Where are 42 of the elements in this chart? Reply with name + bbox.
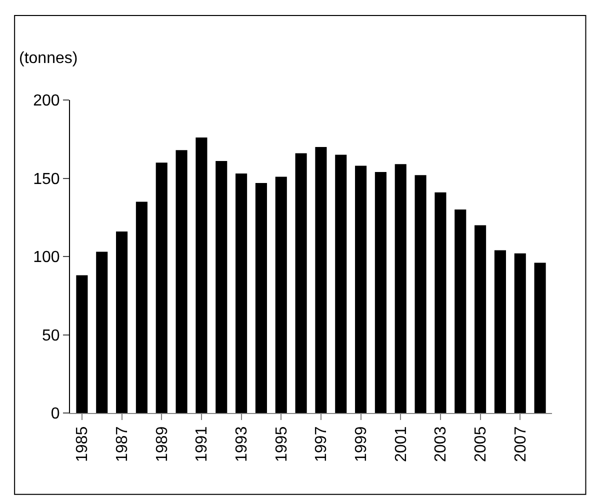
bar [315,146,327,413]
x-tick-label: 1989 [154,426,171,462]
x-tick-label: 1997 [313,426,330,462]
bar [534,262,546,413]
x-tick-label: 2007 [512,426,530,462]
bar [374,172,386,413]
y-tick-label: 0 [50,406,60,423]
x-tick-label: 1985 [74,426,92,462]
bar [116,231,128,413]
bar [136,202,148,413]
bar [176,150,188,413]
bar [96,252,108,413]
bar [355,166,367,413]
bar [156,162,168,413]
x-tick-label: 2001 [392,426,410,462]
y-tick-label: 100 [33,249,60,266]
x-tick-label: 1993 [233,426,250,462]
bar [76,275,88,413]
y-tick-label: 150 [33,170,60,188]
x-tick-label: 2003 [432,426,450,462]
x-tick-label: 1999 [352,426,370,462]
bar [434,192,446,413]
bar [216,161,228,413]
x-tick-label: 1991 [194,426,211,462]
x-tick-label: 2005 [472,426,490,462]
bar [494,250,506,413]
bar [295,153,307,413]
bar [394,164,406,413]
bar [196,138,208,413]
bar [335,154,347,413]
y-tick-label: 200 [33,92,60,110]
bar [255,182,267,413]
bar [275,176,287,413]
bar [514,253,526,413]
y-axis-title: (tonnes) [19,50,78,67]
bar [236,174,248,413]
bar [414,175,426,413]
bar [474,225,486,413]
x-tick-label: 1987 [114,426,131,462]
bar [454,210,466,413]
x-tick-label: 1995 [273,426,290,462]
y-tick-label: 50 [42,327,60,344]
